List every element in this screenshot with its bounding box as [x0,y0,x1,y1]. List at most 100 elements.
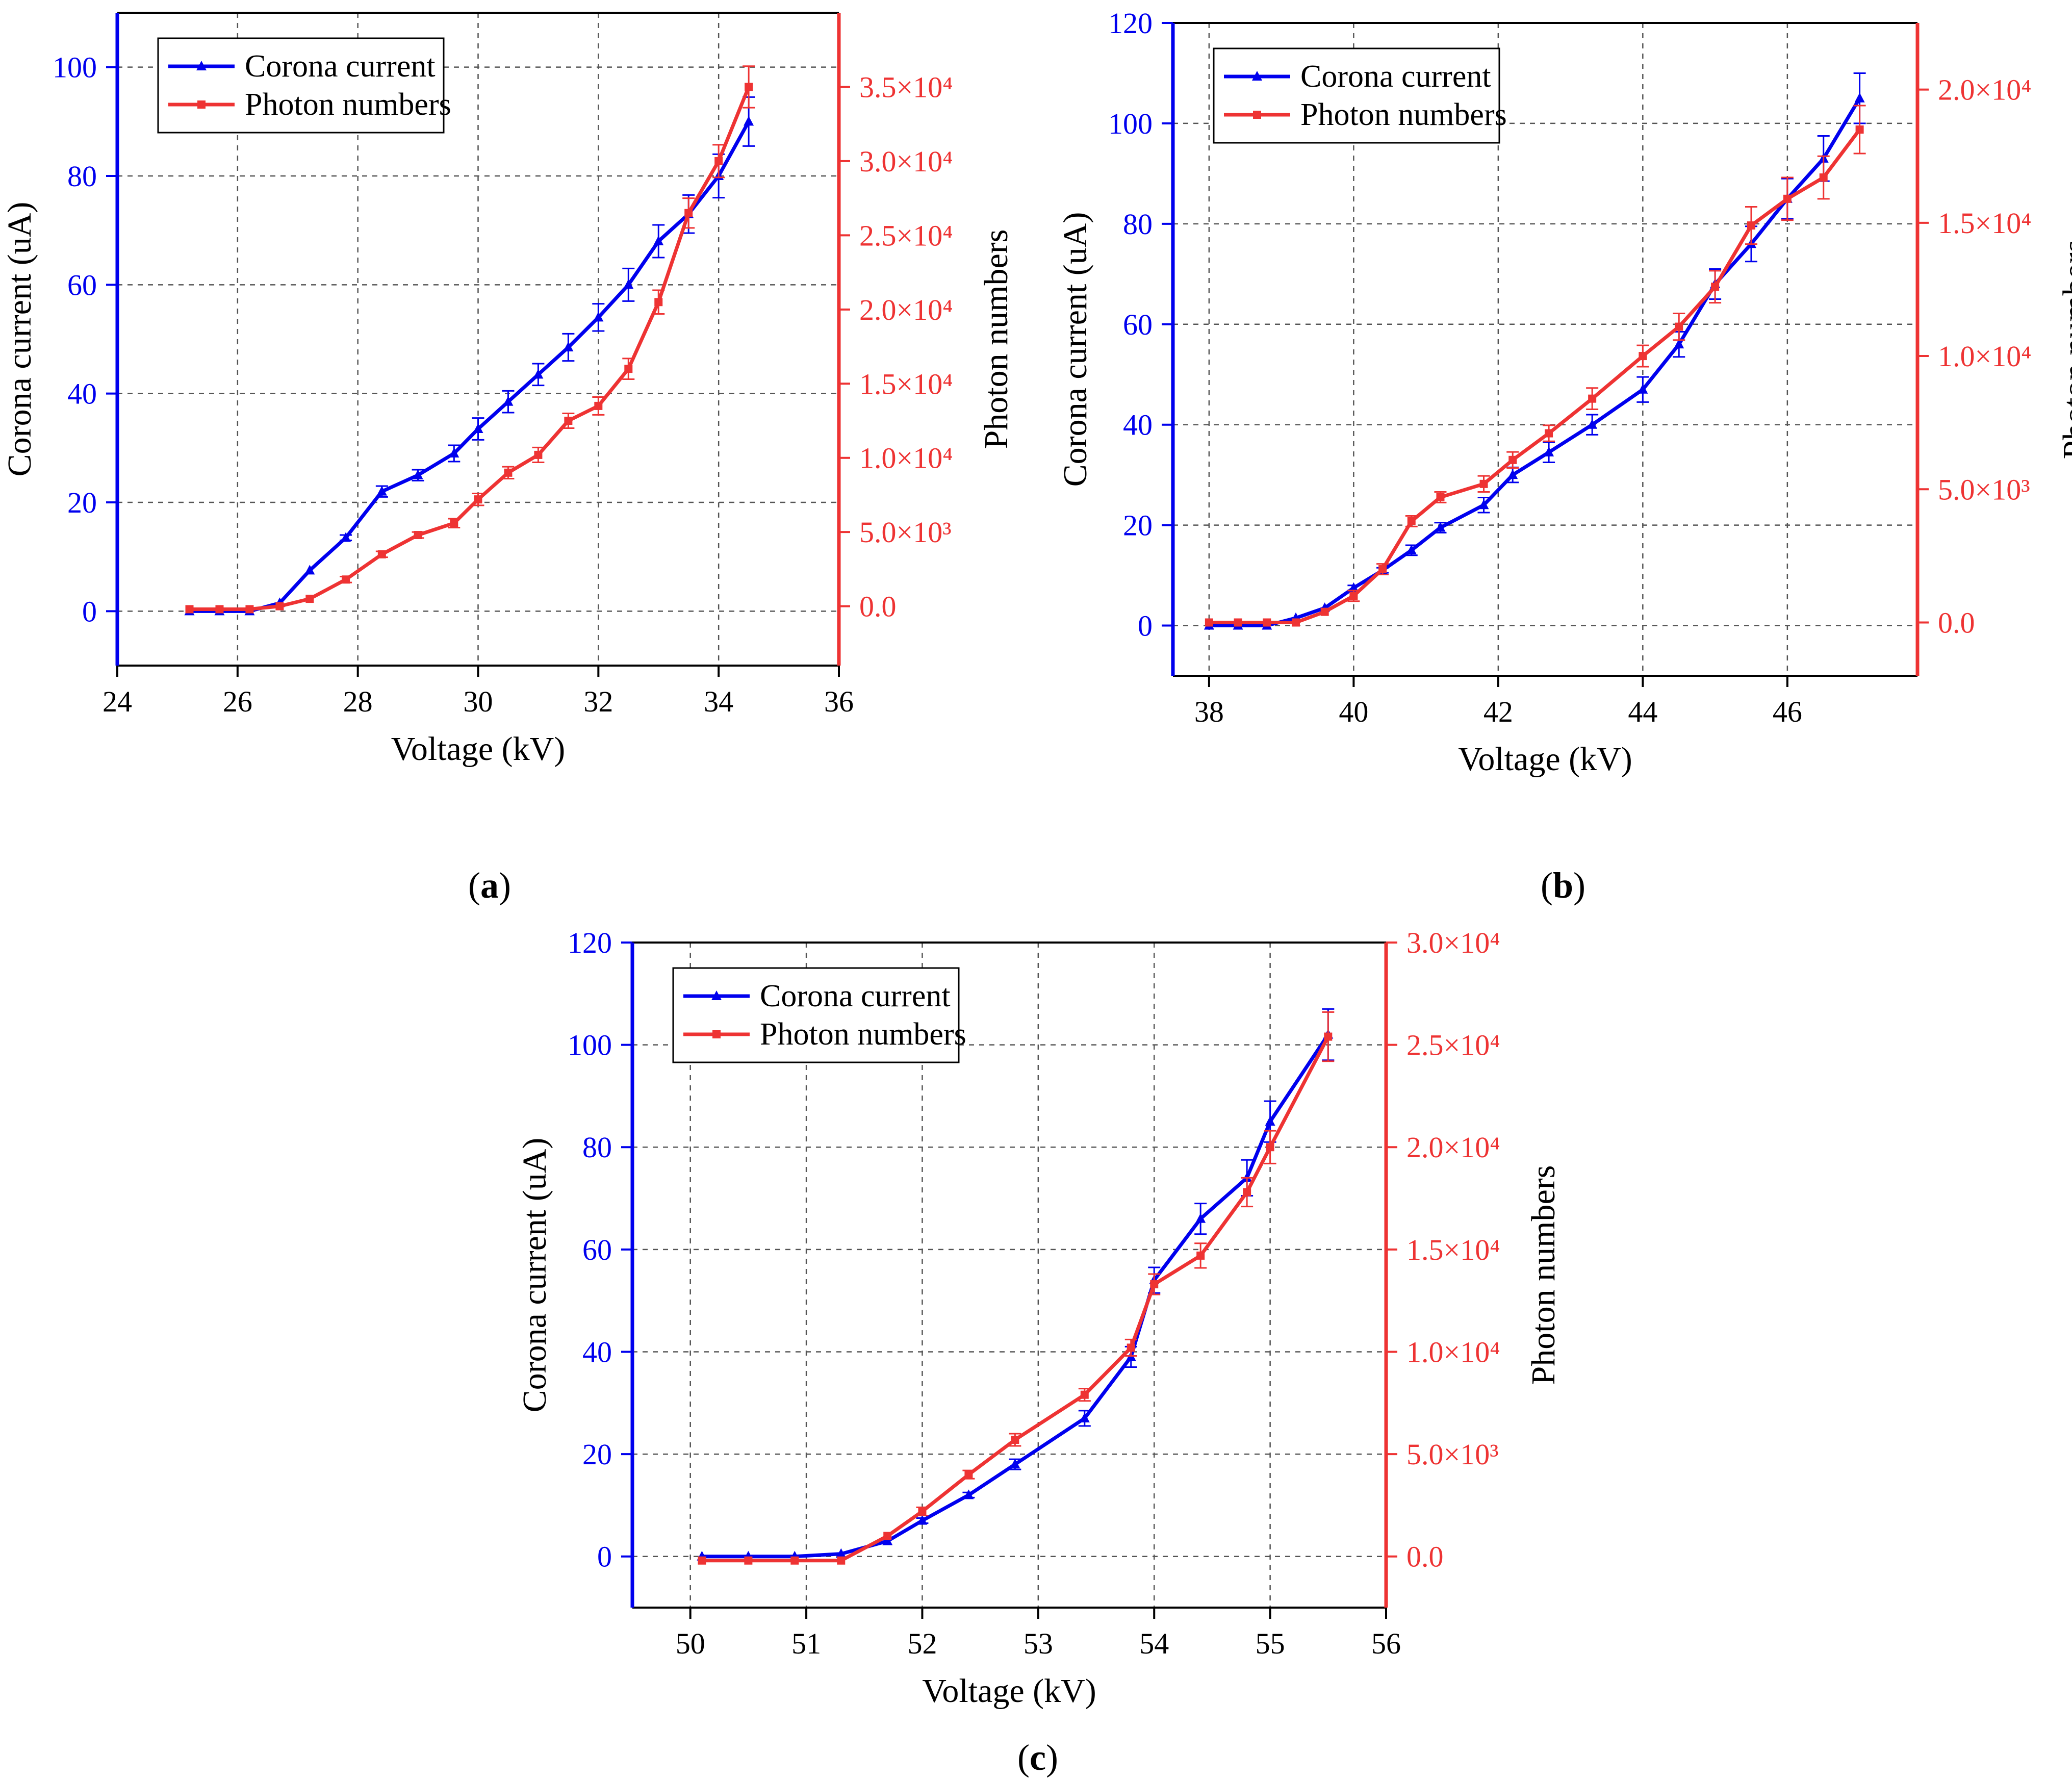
data-point [474,495,482,504]
series-corona-current [697,1008,1335,1561]
x-tick-label: 54 [1139,1627,1169,1660]
data-point [1855,125,1864,134]
x-tick-label: 34 [704,685,733,718]
series-photon-numbers [185,65,755,614]
data-point [450,519,458,527]
data-point [342,575,350,584]
x-tick-label: 38 [1194,695,1224,728]
data-point [376,486,387,496]
data-point [1196,1251,1205,1260]
y-left-tick-label: 120 [1108,7,1153,40]
data-point [744,1556,753,1565]
data-point [593,312,604,322]
series-line [1209,128,1861,625]
data-point [1783,194,1792,203]
data-point [1320,607,1329,616]
series-line [1209,97,1861,628]
data-point [623,279,634,289]
series-line [189,86,751,611]
data-point [341,532,351,542]
legend-label: Corona current [245,49,436,84]
y-right-tick-label: 2.5×10⁴ [1406,1029,1500,1062]
y-left-axis-title: Corona current (uA) [1057,212,1094,487]
data-point [744,116,754,126]
y-left-tick-label: 80 [1123,208,1153,241]
data-point [1479,479,1488,488]
y-right-tick-label: 1.0×10⁴ [1406,1335,1500,1368]
x-tick-label: 53 [1024,1627,1053,1660]
data-point [917,1515,928,1525]
data-point [1266,1143,1274,1152]
legend-label: Corona current [1300,59,1491,94]
data-point [1378,565,1387,574]
data-point [304,565,315,575]
x-axis-title: Voltage (kV) [922,1672,1096,1710]
data-point [1545,429,1553,438]
data-point [1819,173,1828,182]
data-point [882,1535,893,1545]
data-point [413,469,423,479]
y-right-tick-label: 1.5×10⁴ [1406,1233,1500,1266]
x-tick-label: 24 [103,685,132,718]
y-right-axis-title: Photon numbers [1525,1165,1562,1385]
data-point [714,157,723,165]
y-right-tick-label: 1.5×10⁴ [1938,207,2031,240]
data-point [534,450,543,459]
y-right-tick-label: 5.0×10³ [1406,1438,1499,1471]
data-point [377,550,386,558]
data-point [836,1548,847,1558]
panel-c: 50 51 52 53 54 55 56 0 20 40 60 80 100 120 0.0 5.0×10³ 1… [516,926,1562,1778]
y-right-tick-label: 2.0×10⁴ [859,293,953,326]
y-right-tick-label: 3.5×10⁴ [859,70,953,104]
data-point [698,1556,706,1565]
data-point [883,1532,892,1540]
data-point [1544,446,1554,456]
y-left-tick-label: 60 [67,268,97,301]
series-line [702,1035,1330,1563]
data-point [1508,455,1517,464]
y-right-tick-label: 2.0×10⁴ [1406,1131,1500,1164]
data-point [1711,283,1720,291]
data-point [1234,618,1242,627]
legend-label: Photon numbers [245,87,451,122]
legend-label: Corona current [760,979,951,1013]
y-left-tick-label: 40 [582,1335,612,1368]
data-point [1588,394,1597,403]
y-left-tick-label: 60 [582,1233,612,1266]
y-left-tick-label: 120 [568,926,612,959]
data-point [1127,1343,1135,1352]
x-tick-label: 52 [907,1627,937,1660]
data-point [1675,322,1683,331]
x-tick-label: 44 [1628,695,1657,728]
y-left-tick-label: 0 [82,595,97,628]
y-right-tick-label: 5.0×10³ [1938,473,2030,506]
data-point [1436,493,1445,501]
y-right-tick-label: 2.0×10⁴ [1938,73,2031,107]
data-point [1205,618,1213,627]
legend-box [1213,47,1500,144]
x-tick-label: 36 [824,685,854,718]
data-point [1324,1032,1333,1041]
y-right-tick-label: 2.5×10⁴ [859,219,953,252]
y-left-tick-label: 20 [1123,509,1153,542]
legend-marker [197,100,206,109]
y-left-tick-label: 40 [67,377,97,411]
data-point [964,1470,973,1479]
legend-marker [711,990,722,1000]
y-right-tick-label: 3.0×10⁴ [859,145,953,178]
legend-marker [1253,111,1261,119]
data-point [1150,1280,1159,1289]
y-right-tick-label: 1.0×10⁴ [859,442,953,475]
panel-a: 24 26 28 30 32 34 36 0 20 40 60 80 100 0.0 5.0×10³ 1.0×… [1,12,1015,906]
data-point [449,448,459,457]
series-photon-numbers [698,1011,1335,1565]
series-photon-numbers [1205,105,1866,627]
x-tick-label: 55 [1256,1627,1285,1660]
x-tick-label: 42 [1483,695,1513,728]
data-point [1435,522,1446,532]
panel-label: (b) [1541,865,1585,906]
y-right-tick-label: 1.0×10⁴ [1938,340,2031,373]
data-point [1674,339,1684,349]
